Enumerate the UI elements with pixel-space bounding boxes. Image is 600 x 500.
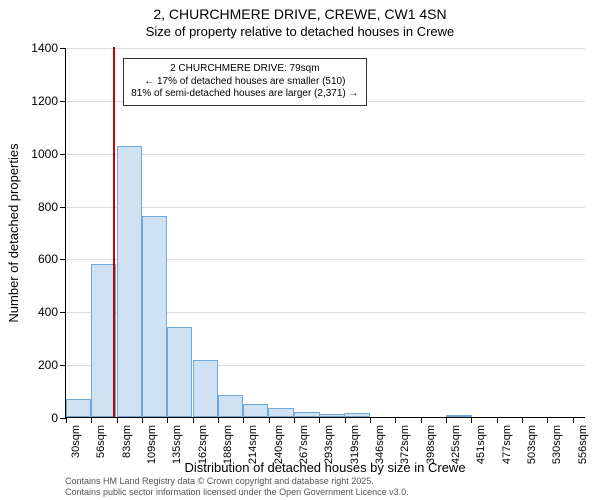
annotation-box: 2 CHURCHMERE DRIVE: 79sqm← 17% of detach… — [123, 58, 366, 106]
x-tick-label: 425sqm — [450, 425, 462, 464]
histogram-bar — [218, 395, 243, 417]
x-tick — [547, 417, 548, 423]
histogram-bar — [294, 412, 319, 417]
x-tick-label: 240sqm — [273, 425, 285, 464]
y-tick-label: 1200 — [31, 94, 58, 108]
x-tick-label: 451sqm — [475, 425, 487, 464]
chart-title: 2, CHURCHMERE DRIVE, CREWE, CW1 4SN — [0, 6, 600, 22]
x-tick — [319, 417, 320, 423]
x-tick-label: 109sqm — [146, 425, 158, 464]
histogram-bar — [193, 360, 218, 417]
plot-area: 020040060080010001200140030sqm56sqm83sqm… — [65, 48, 585, 418]
x-tick — [421, 417, 422, 423]
histogram-bar — [243, 404, 268, 417]
x-tick-label: 56sqm — [95, 425, 107, 458]
annotation-line: 2 CHURCHMERE DRIVE: 79sqm — [131, 63, 358, 76]
x-tick — [269, 417, 270, 423]
x-tick — [117, 417, 118, 423]
x-tick-label: 162sqm — [197, 425, 209, 464]
x-tick — [142, 417, 143, 423]
y-tick — [60, 365, 66, 366]
histogram-bar — [344, 413, 369, 417]
y-tick-label: 1000 — [31, 147, 58, 161]
footer-line-2: Contains public sector information licen… — [65, 487, 409, 497]
histogram-bar — [142, 216, 167, 417]
gridline — [66, 207, 585, 208]
x-tick-label: 556sqm — [577, 425, 589, 464]
footer-attribution: Contains HM Land Registry data © Crown c… — [65, 476, 409, 497]
x-tick-label: 372sqm — [399, 425, 411, 464]
y-tick — [60, 207, 66, 208]
x-tick-label: 188sqm — [222, 425, 234, 464]
x-tick-label: 530sqm — [551, 425, 563, 464]
histogram-bar — [117, 146, 142, 417]
x-tick — [471, 417, 472, 423]
x-tick-label: 214sqm — [247, 425, 259, 464]
x-tick-label: 477sqm — [501, 425, 513, 464]
x-tick — [193, 417, 194, 423]
x-tick-label: 30sqm — [70, 425, 82, 458]
marker-line — [113, 47, 115, 417]
x-tick-label: 346sqm — [374, 425, 386, 464]
y-tick — [60, 312, 66, 313]
x-tick — [345, 417, 346, 423]
x-tick-label: 503sqm — [526, 425, 538, 464]
x-tick-label: 293sqm — [323, 425, 335, 464]
x-tick — [370, 417, 371, 423]
histogram-bar — [167, 327, 192, 417]
x-tick — [522, 417, 523, 423]
x-tick — [91, 417, 92, 423]
x-axis-label: Distribution of detached houses by size … — [65, 460, 585, 475]
y-tick-label: 400 — [38, 305, 58, 319]
x-tick — [294, 417, 295, 423]
x-tick — [446, 417, 447, 423]
chart-subtitle: Size of property relative to detached ho… — [0, 24, 600, 39]
y-tick — [60, 154, 66, 155]
x-tick — [395, 417, 396, 423]
footer-line-1: Contains HM Land Registry data © Crown c… — [65, 476, 409, 486]
annotation-line: 81% of semi-detached houses are larger (… — [131, 88, 358, 101]
y-tick-label: 1400 — [31, 41, 58, 55]
x-tick-label: 135sqm — [171, 425, 183, 464]
x-tick-label: 83sqm — [121, 425, 133, 458]
histogram-bar — [446, 415, 471, 417]
gridline — [66, 154, 585, 155]
y-tick-label: 800 — [38, 200, 58, 214]
x-tick — [573, 417, 574, 423]
gridline — [66, 48, 585, 49]
y-tick — [60, 259, 66, 260]
histogram-bar — [319, 414, 344, 417]
histogram-bar — [268, 408, 293, 417]
y-tick — [60, 48, 66, 49]
x-tick-label: 267sqm — [298, 425, 310, 464]
x-tick — [243, 417, 244, 423]
x-tick-label: 319sqm — [349, 425, 361, 464]
chart-container: 2, CHURCHMERE DRIVE, CREWE, CW1 4SN Size… — [0, 0, 600, 500]
y-tick-label: 200 — [38, 358, 58, 372]
y-tick — [60, 101, 66, 102]
histogram-bar — [66, 399, 91, 418]
annotation-line: ← 17% of detached houses are smaller (51… — [131, 76, 358, 89]
x-tick — [167, 417, 168, 423]
y-tick-label: 600 — [38, 252, 58, 266]
x-tick-label: 398sqm — [425, 425, 437, 464]
y-tick-label: 0 — [51, 411, 58, 425]
x-tick — [497, 417, 498, 423]
y-axis-label: Number of detached properties — [6, 48, 21, 418]
x-tick — [66, 417, 67, 423]
x-tick — [218, 417, 219, 423]
